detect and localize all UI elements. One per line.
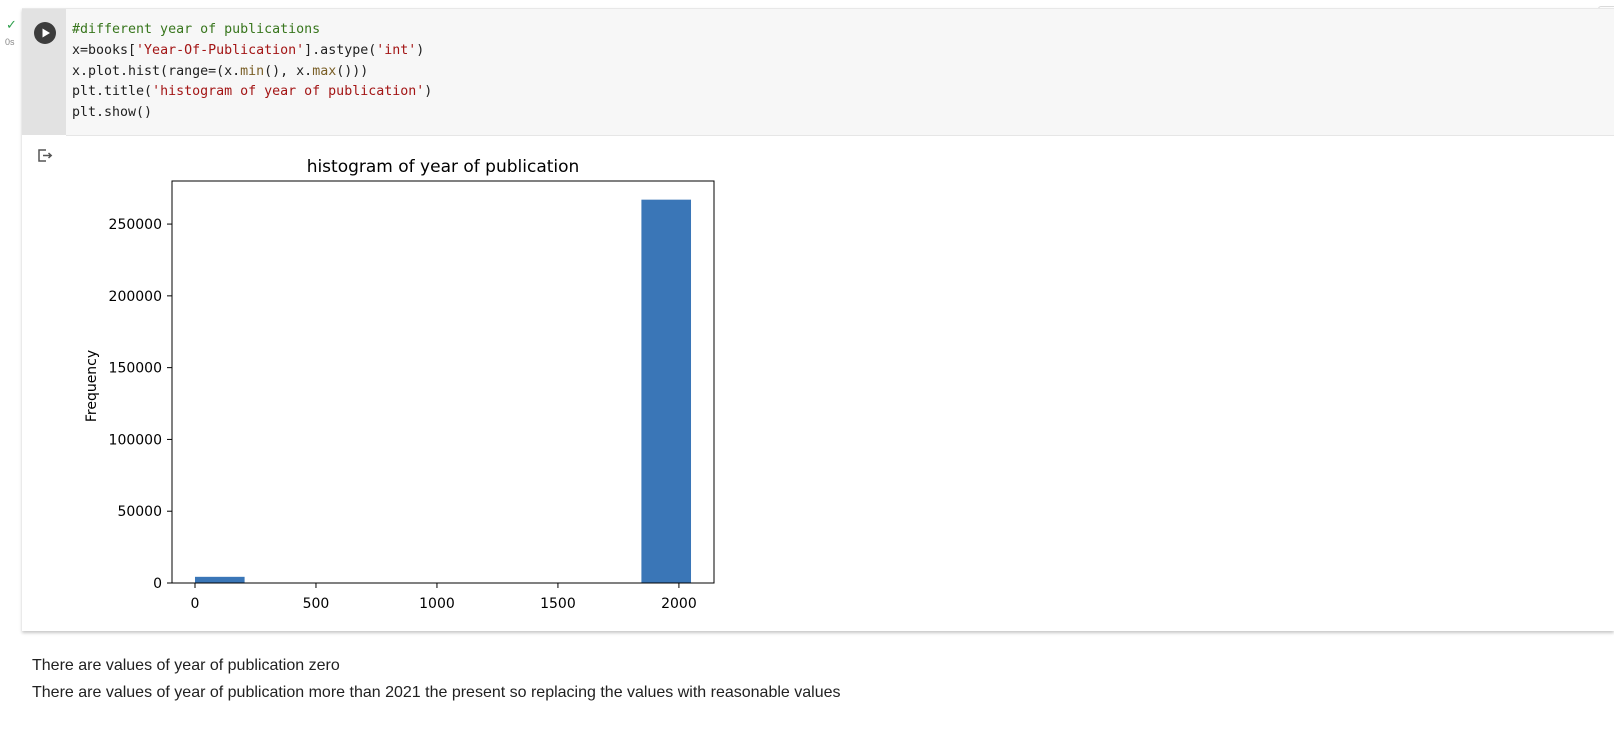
text-cell[interactable]: There are values of year of publication … (32, 652, 841, 706)
run-button[interactable] (34, 22, 56, 44)
histogram-chart: histogram of year of publication 0 500 1000… (84, 157, 715, 612)
text-line: There are values of year of publication … (32, 684, 841, 701)
y-axis-label: Frequency (84, 350, 100, 422)
code-token: plt.show() (72, 105, 153, 121)
code-token: 'int' (376, 42, 417, 58)
x-tick-label: 1000 (419, 596, 455, 612)
code-line: #different year of publications (72, 20, 432, 41)
code-token: ) (416, 42, 425, 58)
cell-status: ✓ 0s (0, 0, 22, 60)
execution-time: 0s (5, 37, 15, 47)
x-tick-label: 500 (303, 596, 330, 612)
code-editor[interactable]: #different year of publications x=books['… (66, 9, 1614, 136)
code-token: (), x. (264, 63, 313, 79)
y-tick-label: 200000 (109, 289, 162, 305)
y-tick-label: 50000 (117, 504, 162, 520)
y-tick-label: 150000 (109, 361, 162, 377)
code-cell[interactable]: #different year of publications x=books['… (22, 8, 1614, 631)
code-token: x=books[ (72, 42, 137, 58)
output-icon[interactable] (36, 147, 54, 163)
code-token: ) (424, 84, 433, 100)
cell-gutter (22, 9, 66, 135)
code-token: #different year of publications (72, 22, 321, 37)
code-token: ())) (336, 63, 369, 79)
code-token: plt.title( (72, 84, 153, 100)
code-token: min (240, 63, 265, 79)
code-token: max (312, 63, 337, 79)
histogram-bar (641, 199, 692, 583)
code-token: 'histogram of year of publication' (152, 84, 425, 100)
code-token: x.plot.hist(range=(x. (72, 63, 241, 79)
x-tick-label: 1500 (540, 596, 576, 612)
code-token: ].astype( (304, 42, 377, 58)
histogram-bar (194, 576, 245, 583)
chart-title: histogram of year of publication (307, 157, 580, 177)
code-line: plt.show() (72, 103, 432, 124)
y-tick-label: 100000 (109, 432, 162, 448)
x-tick-label: 0 (191, 596, 200, 612)
code-line: x.plot.hist(range=(x.min(), x.max())) (72, 62, 432, 83)
code-text[interactable]: #different year of publications x=books['… (72, 20, 432, 124)
text-line: There are values of year of publication … (32, 657, 340, 674)
check-icon: ✓ (6, 18, 17, 33)
code-line: x=books['Year-Of-Publication'].astype('i… (72, 41, 432, 62)
play-icon (42, 28, 50, 38)
cell-output: histogram of year of publication 0 500 1000… (22, 135, 1614, 631)
y-tick-label: 0 (153, 576, 162, 592)
plot-frame (171, 180, 715, 584)
x-tick-label: 2000 (661, 596, 697, 612)
code-line: plt.title('histogram of year of publicat… (72, 82, 432, 103)
code-token: 'Year-Of-Publication' (136, 42, 305, 58)
y-tick-label: 250000 (109, 217, 162, 233)
